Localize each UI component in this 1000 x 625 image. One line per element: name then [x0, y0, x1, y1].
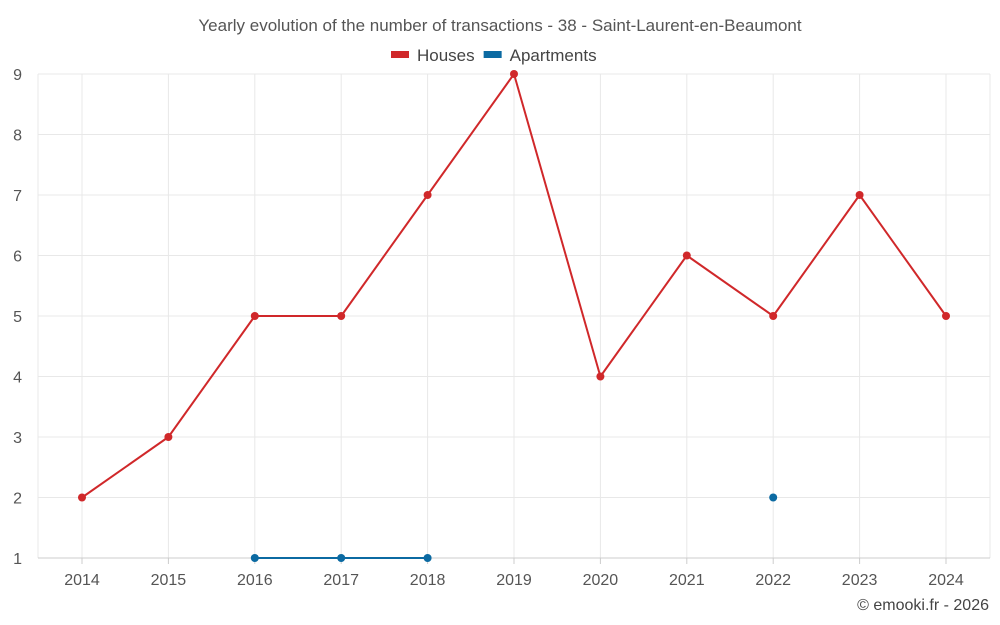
x-tick-label: 2016	[237, 572, 273, 589]
houses-point-2022	[769, 312, 778, 320]
apartments-point-2022	[769, 493, 778, 502]
apartments-legend-swatch	[483, 51, 502, 58]
y-tick-label: 3	[13, 430, 22, 447]
y-tick-label: 9	[13, 67, 22, 84]
houses-legend-label: Houses	[417, 46, 475, 65]
x-tick-label: 2019	[496, 572, 532, 589]
apartments-point-2017	[337, 554, 346, 562]
houses-point-2019	[510, 70, 518, 78]
houses-point-2023	[855, 191, 864, 199]
series-layer	[78, 70, 950, 562]
y-tick-label: 6	[13, 249, 22, 266]
houses-point-2015	[164, 433, 173, 441]
x-tick-label: 2018	[410, 572, 446, 589]
chart-title: Yearly evolution of the number of transa…	[198, 16, 801, 35]
houses-legend-swatch	[391, 51, 409, 58]
x-tick-label: 2015	[151, 572, 187, 589]
houses-point-2024	[942, 312, 950, 320]
x-axis: 2014 2015 2016 2017 2018 2019 2020 2021 2022 2023…	[38, 557, 990, 589]
y-axis: 1 2 3 4 5 6 7 8 9	[13, 67, 22, 568]
y-tick-label: 7	[13, 188, 22, 205]
grid	[37, 73, 991, 558]
y-tick-label: 4	[13, 370, 22, 387]
y-tick-label: 8	[13, 128, 22, 145]
x-tick-label: 2020	[583, 572, 619, 589]
houses-point-2016	[250, 312, 259, 320]
houses-point-2021	[682, 251, 691, 260]
houses-point-2017	[337, 312, 346, 320]
x-tick-label: 2024	[928, 572, 964, 589]
houses-point-2020	[596, 372, 605, 381]
x-tick-label: 2017	[323, 572, 359, 589]
houses-point-2014	[78, 493, 86, 502]
houses-point-2018	[423, 191, 432, 199]
apartments-legend-label: Apartments	[510, 46, 597, 65]
apartments-point-2018	[423, 554, 432, 562]
copyright-text: © emooki.fr - 2026	[857, 597, 989, 614]
x-tick-label: 2014	[64, 572, 100, 589]
legend: Houses Apartments	[391, 46, 597, 65]
x-tick-label: 2021	[669, 572, 705, 589]
apartments-point-2016	[250, 554, 259, 562]
y-tick-label: 5	[13, 309, 22, 326]
x-tick-label: 2023	[842, 572, 878, 589]
y-tick-label: 2	[13, 491, 22, 508]
x-tick-label: 2022	[755, 572, 791, 589]
y-tick-label: 1	[13, 551, 22, 568]
